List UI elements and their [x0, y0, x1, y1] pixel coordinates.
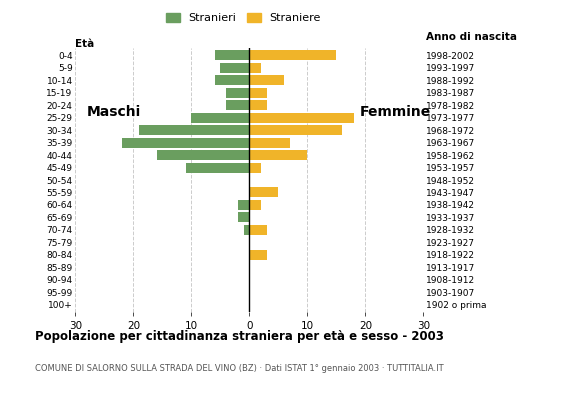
Bar	[157, 150, 249, 160]
Bar	[226, 88, 249, 98]
Bar	[249, 113, 354, 123]
Text: Maschi: Maschi	[87, 104, 142, 118]
Bar	[238, 200, 249, 210]
Bar	[249, 250, 267, 260]
Text: Anno di nascita: Anno di nascita	[426, 32, 517, 42]
Bar	[238, 212, 249, 222]
Bar	[186, 162, 249, 172]
Bar	[249, 125, 342, 135]
Bar	[226, 100, 249, 110]
Legend: Stranieri, Straniere: Stranieri, Straniere	[163, 10, 324, 27]
Bar	[249, 162, 261, 172]
Bar	[249, 75, 284, 85]
Bar	[249, 138, 290, 148]
Bar	[249, 88, 267, 98]
Bar	[249, 63, 261, 73]
Bar	[220, 63, 249, 73]
Text: COMUNE DI SALORNO SULLA STRADA DEL VINO (BZ) · Dati ISTAT 1° gennaio 2003 · TUTT: COMUNE DI SALORNO SULLA STRADA DEL VINO …	[35, 364, 444, 373]
Bar	[215, 75, 249, 85]
Bar	[249, 150, 307, 160]
Bar	[244, 225, 249, 235]
Bar	[249, 225, 267, 235]
Text: Età: Età	[75, 39, 95, 49]
Text: Femmine: Femmine	[360, 104, 431, 118]
Text: Popolazione per cittadinanza straniera per età e sesso - 2003: Popolazione per cittadinanza straniera p…	[35, 330, 444, 343]
Bar	[191, 113, 249, 123]
Bar	[249, 188, 278, 198]
Bar	[249, 50, 336, 60]
Bar	[215, 50, 249, 60]
Bar	[249, 100, 267, 110]
Bar	[139, 125, 249, 135]
Bar	[249, 200, 261, 210]
Bar	[122, 138, 249, 148]
